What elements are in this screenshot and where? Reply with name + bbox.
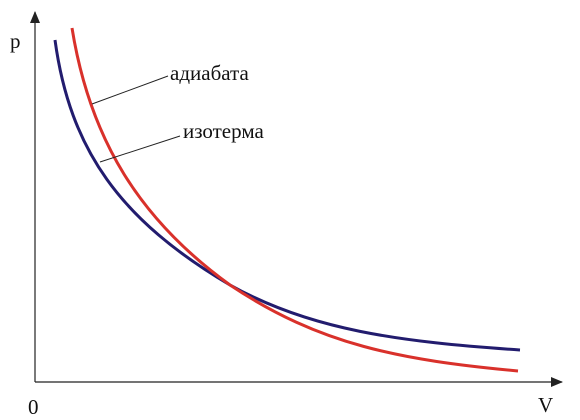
y-axis-label: p	[10, 29, 21, 53]
origin-label: 0	[28, 395, 39, 419]
x-axis-label: V	[538, 393, 553, 417]
isotherm-curve	[53, 39, 521, 352]
curve-label: адиабата	[170, 61, 249, 85]
curve-label: изотерма	[183, 119, 264, 143]
leader-line	[91, 75, 169, 105]
leader-line	[99, 135, 181, 163]
adiabat-curve	[70, 27, 519, 373]
